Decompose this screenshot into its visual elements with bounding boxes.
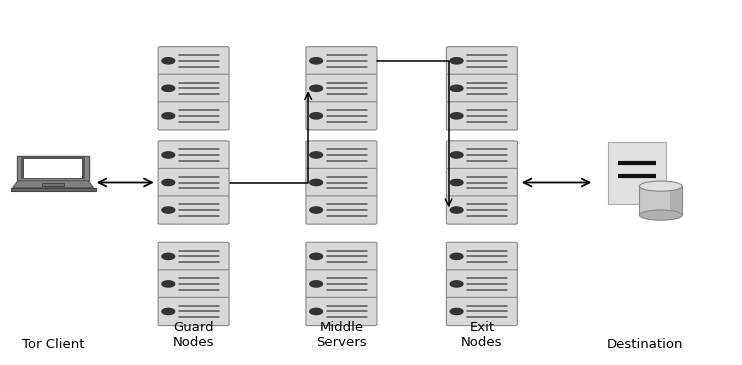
Circle shape [450,58,463,64]
Circle shape [450,253,463,260]
Circle shape [162,179,174,186]
FancyBboxPatch shape [640,186,682,215]
Circle shape [309,308,323,315]
Circle shape [450,207,463,213]
FancyBboxPatch shape [306,168,377,197]
FancyBboxPatch shape [447,168,517,197]
FancyBboxPatch shape [447,102,517,130]
FancyBboxPatch shape [158,102,229,130]
Circle shape [162,58,174,64]
FancyBboxPatch shape [306,297,377,326]
FancyBboxPatch shape [608,142,666,204]
FancyBboxPatch shape [158,74,229,103]
Circle shape [162,253,174,260]
FancyBboxPatch shape [24,159,82,178]
Text: Destination: Destination [606,338,683,351]
Circle shape [162,113,174,119]
Circle shape [450,281,463,287]
Circle shape [309,113,323,119]
Circle shape [162,207,174,213]
Circle shape [450,152,463,158]
Circle shape [309,253,323,260]
FancyBboxPatch shape [42,183,65,187]
FancyBboxPatch shape [158,242,229,270]
FancyBboxPatch shape [158,47,229,75]
Circle shape [309,152,323,158]
Circle shape [450,85,463,92]
Ellipse shape [640,181,682,191]
FancyBboxPatch shape [158,196,229,224]
Circle shape [309,281,323,287]
Circle shape [309,58,323,64]
FancyBboxPatch shape [306,196,377,224]
FancyBboxPatch shape [670,186,682,215]
Polygon shape [13,181,93,188]
FancyBboxPatch shape [158,141,229,169]
FancyBboxPatch shape [158,297,229,326]
Circle shape [450,179,463,186]
FancyBboxPatch shape [158,168,229,197]
FancyBboxPatch shape [447,47,517,75]
FancyBboxPatch shape [447,74,517,103]
Circle shape [162,85,174,92]
FancyBboxPatch shape [306,102,377,130]
FancyBboxPatch shape [447,242,517,270]
FancyBboxPatch shape [10,188,96,191]
FancyBboxPatch shape [21,157,85,179]
FancyBboxPatch shape [306,270,377,298]
FancyBboxPatch shape [17,155,89,181]
FancyBboxPatch shape [158,270,229,298]
Circle shape [309,207,323,213]
Ellipse shape [640,210,682,220]
FancyBboxPatch shape [447,196,517,224]
FancyBboxPatch shape [306,47,377,75]
Circle shape [450,113,463,119]
FancyBboxPatch shape [447,297,517,326]
Circle shape [450,308,463,315]
Circle shape [309,85,323,92]
Circle shape [162,308,174,315]
Circle shape [162,281,174,287]
Text: Tor Client: Tor Client [22,338,85,351]
Text: Exit
Nodes: Exit Nodes [461,321,502,349]
FancyBboxPatch shape [447,141,517,169]
FancyBboxPatch shape [306,242,377,270]
FancyBboxPatch shape [447,270,517,298]
FancyBboxPatch shape [306,74,377,103]
Circle shape [309,179,323,186]
Text: Middle
Servers: Middle Servers [316,321,367,349]
Circle shape [162,152,174,158]
FancyBboxPatch shape [306,141,377,169]
Text: Guard
Nodes: Guard Nodes [173,321,214,349]
